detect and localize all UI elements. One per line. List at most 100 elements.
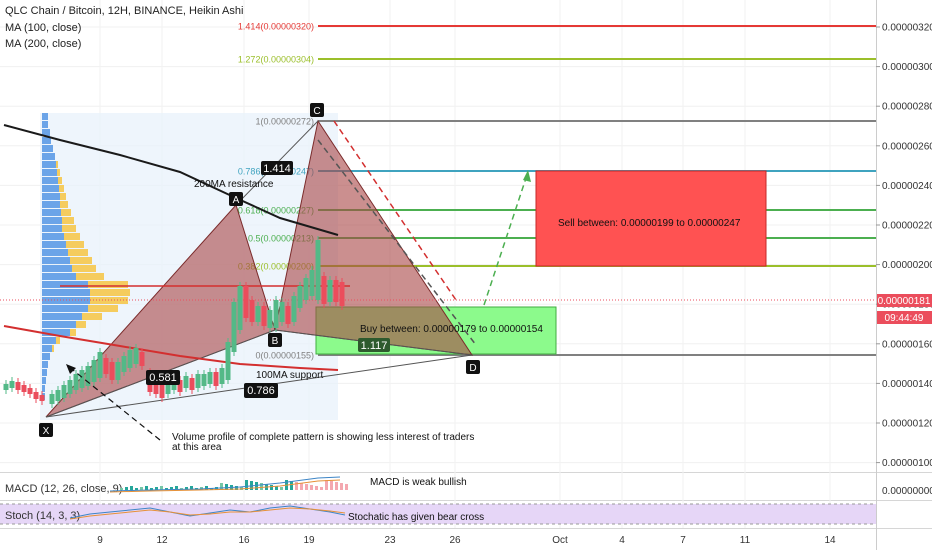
point-b[interactable]: B [268,333,282,347]
stoch-k-line [69,505,346,519]
candle[interactable] [231,302,237,352]
candle[interactable] [153,380,159,394]
volume-bar-up [42,321,76,328]
macd-bar [260,483,263,490]
stoch-label[interactable]: Stoch (14, 3, 3) [5,510,80,522]
time-tick-label: 14 [824,535,836,546]
candle[interactable] [321,276,327,304]
volume-bar-up [42,153,55,160]
candle[interactable] [285,306,291,324]
candle[interactable] [177,380,183,392]
ratio-bc[interactable]: 1.414 [261,161,293,175]
candle[interactable] [139,352,145,366]
candle[interactable] [327,280,333,302]
candle[interactable] [15,382,21,390]
candle[interactable] [261,306,267,326]
macd-bar [320,487,323,490]
candle[interactable] [225,342,231,380]
volume-bar-up [42,217,62,224]
ma100-legend[interactable]: MA (100, close) [5,22,81,34]
ma200-legend[interactable]: MA (200, close) [5,38,81,50]
macd-bar [120,488,123,490]
volume-bar-up [42,177,58,184]
candle[interactable] [201,374,207,386]
time-tick-label: 26 [449,535,461,546]
candle[interactable] [97,352,103,378]
volume-note-line-1: Volume profile of complete pattern is sh… [172,432,474,443]
candle[interactable] [21,385,27,392]
volume-bar-up [42,161,56,168]
point-c[interactable]: C [310,103,324,117]
candle[interactable] [237,286,243,330]
candle[interactable] [291,296,297,322]
candle[interactable] [85,366,91,386]
candle[interactable] [61,385,67,398]
candle[interactable] [279,302,285,322]
candle[interactable] [67,380,73,394]
candle[interactable] [213,372,219,386]
sell-zone[interactable] [535,170,767,267]
candle[interactable] [303,278,309,300]
time-tick-label: 7 [680,535,686,546]
current-price-tag[interactable]: 0.00000181 [877,294,932,307]
candle[interactable] [207,372,213,384]
candle[interactable] [115,362,121,380]
candle[interactable] [165,382,171,394]
stoch-note: Stochatic has given bear cross [348,512,484,523]
macd-bar [145,486,148,490]
candle[interactable] [91,360,97,382]
time-tick-label: 9 [97,535,103,546]
macd-signal-line [109,479,341,493]
ratio-xd[interactable]: 1.117 [358,338,390,352]
ma100-line[interactable] [3,325,339,371]
point-d[interactable]: D [466,360,480,374]
candle[interactable] [315,240,321,300]
point-a[interactable]: A [229,192,243,206]
candle[interactable] [3,384,9,390]
candle[interactable] [27,388,33,394]
candle[interactable] [39,395,45,401]
candle[interactable] [255,306,261,322]
candle[interactable] [103,358,109,374]
candle[interactable] [33,392,39,399]
ma200-line[interactable] [3,124,339,236]
candle[interactable] [49,394,55,404]
candle[interactable] [183,376,189,388]
candle[interactable] [121,356,127,372]
fib-label: 0(0.00000155) [255,351,314,361]
candle[interactable] [9,381,15,388]
candle[interactable] [333,280,339,302]
ratio-xb[interactable]: 0.786 [244,383,278,398]
candle[interactable] [127,350,133,368]
countdown-tag[interactable]: 09:44:49 [877,311,932,324]
candle[interactable] [195,374,201,388]
candle[interactable] [109,362,115,380]
symbol-title[interactable]: QLC Chain / Bitcoin, 12H, BINANCE, Heiki… [5,5,243,17]
candle[interactable] [79,370,85,388]
sell-zone-label: Sell between: 0.00000199 to 0.00000247 [558,218,741,229]
candle[interactable] [219,368,225,384]
svg-text:D: D [469,363,476,374]
candle[interactable] [133,348,139,364]
candle[interactable] [273,300,279,328]
candle[interactable] [249,300,255,322]
volume-bar-down [62,225,76,232]
ratio-ab[interactable]: 0.581 [146,370,180,385]
candle[interactable] [339,282,345,306]
candle[interactable] [73,374,79,390]
candle[interactable] [55,390,61,401]
price-tick-label: 0.00000280 [882,102,932,113]
candle[interactable] [189,378,195,390]
price-tick-label: 0.00000260 [882,141,932,152]
volume-bar-up [42,233,64,240]
candle[interactable] [309,270,315,296]
volume-bar-up [42,113,48,120]
candle[interactable] [297,286,303,308]
macd-bar [160,486,163,490]
candle[interactable] [159,384,165,398]
candle[interactable] [243,286,249,318]
point-x[interactable]: X [39,423,53,437]
candle[interactable] [267,310,273,328]
macd-label[interactable]: MACD (12, 26, close, 9) [5,483,122,495]
